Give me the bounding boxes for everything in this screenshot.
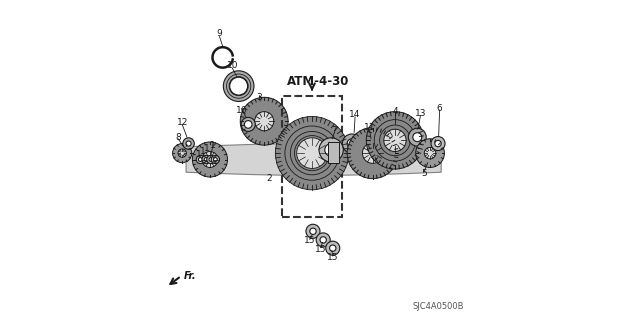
Circle shape xyxy=(431,137,445,151)
Circle shape xyxy=(366,112,424,169)
Text: 3: 3 xyxy=(257,93,262,102)
Text: ATM-4-30: ATM-4-30 xyxy=(287,75,349,88)
Circle shape xyxy=(347,128,398,179)
Circle shape xyxy=(223,71,254,101)
Circle shape xyxy=(230,77,248,95)
Polygon shape xyxy=(186,144,441,175)
Circle shape xyxy=(209,158,213,161)
Circle shape xyxy=(255,112,274,131)
Text: 7: 7 xyxy=(332,126,337,135)
Text: 8: 8 xyxy=(175,133,181,142)
Circle shape xyxy=(214,158,218,161)
Circle shape xyxy=(186,141,191,146)
Circle shape xyxy=(413,133,422,142)
Text: 11: 11 xyxy=(364,123,375,132)
Text: 1: 1 xyxy=(200,147,205,156)
Circle shape xyxy=(324,144,337,156)
Text: 1: 1 xyxy=(196,150,202,159)
Circle shape xyxy=(211,155,220,164)
Text: 6: 6 xyxy=(436,104,442,113)
Circle shape xyxy=(204,158,208,161)
Text: 15: 15 xyxy=(315,245,326,254)
Text: 16: 16 xyxy=(236,106,248,115)
Circle shape xyxy=(240,97,288,145)
Text: 2: 2 xyxy=(266,174,272,183)
Circle shape xyxy=(241,117,255,131)
Circle shape xyxy=(326,241,340,255)
Circle shape xyxy=(435,140,441,147)
Text: 1: 1 xyxy=(204,144,210,153)
Circle shape xyxy=(424,147,436,159)
Circle shape xyxy=(244,121,252,128)
Circle shape xyxy=(320,237,326,243)
Text: 10: 10 xyxy=(227,61,238,70)
Text: 15: 15 xyxy=(327,253,339,262)
Circle shape xyxy=(178,149,186,157)
Circle shape xyxy=(362,143,383,163)
Circle shape xyxy=(306,224,320,238)
Text: 14: 14 xyxy=(349,110,361,119)
Circle shape xyxy=(297,138,327,168)
Circle shape xyxy=(207,155,215,164)
Text: 12: 12 xyxy=(177,118,188,127)
Circle shape xyxy=(183,138,195,149)
Text: 1: 1 xyxy=(211,141,216,150)
Circle shape xyxy=(330,245,336,251)
Circle shape xyxy=(202,152,218,167)
Circle shape xyxy=(319,138,343,162)
Circle shape xyxy=(408,128,426,146)
Circle shape xyxy=(193,142,227,177)
Circle shape xyxy=(196,155,205,164)
Text: Fr.: Fr. xyxy=(184,271,196,281)
Circle shape xyxy=(310,228,316,234)
Circle shape xyxy=(384,129,406,152)
Circle shape xyxy=(198,158,202,161)
Text: 13: 13 xyxy=(415,109,426,118)
Text: 4: 4 xyxy=(392,107,398,116)
Text: SJC4A0500B: SJC4A0500B xyxy=(412,302,463,311)
Text: 9: 9 xyxy=(216,29,222,38)
FancyBboxPatch shape xyxy=(328,142,339,163)
Circle shape xyxy=(347,139,356,148)
Circle shape xyxy=(202,155,211,164)
Text: 15: 15 xyxy=(304,236,316,245)
Circle shape xyxy=(173,144,192,163)
Circle shape xyxy=(316,233,330,247)
Circle shape xyxy=(275,116,349,190)
Circle shape xyxy=(342,134,362,153)
Text: 5: 5 xyxy=(421,169,426,178)
Circle shape xyxy=(416,139,444,167)
